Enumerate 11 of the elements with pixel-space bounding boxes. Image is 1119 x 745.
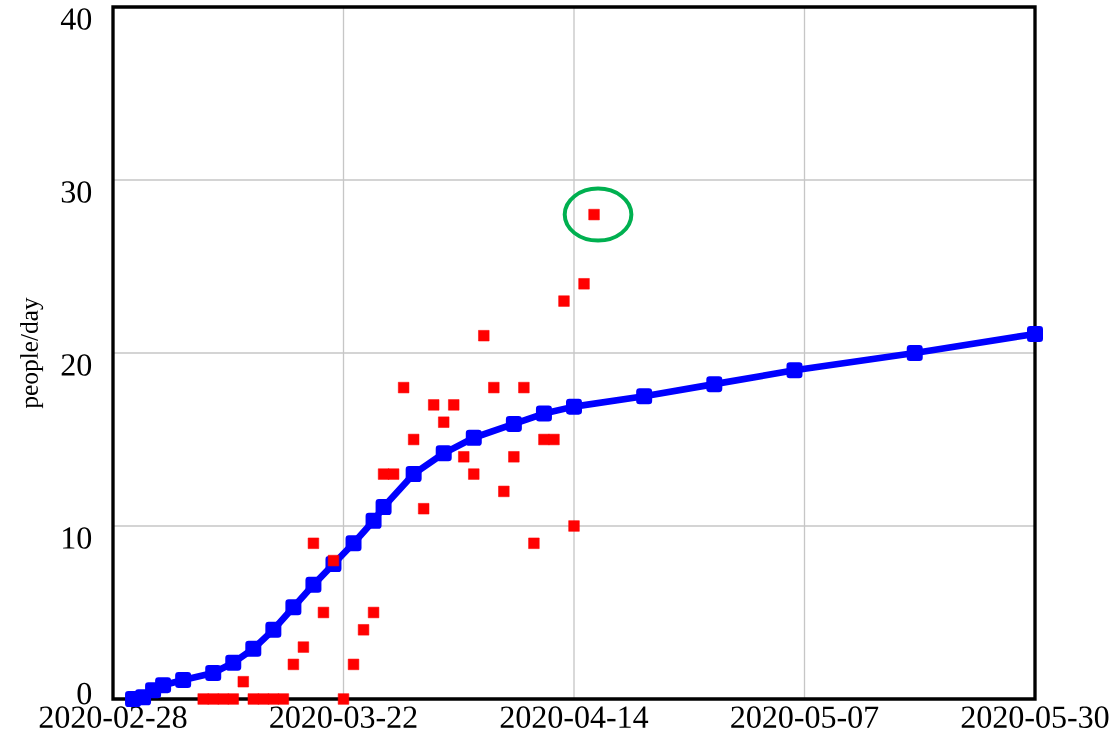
y-tick-label: 10 (63, 527, 92, 549)
y-axis-title: people/day (20, 297, 44, 409)
x-tick-label: 2020-05-30 (961, 706, 1109, 728)
y-tick-label: 30 (61, 181, 92, 203)
x-tick-label: 2020-05-07 (731, 706, 879, 728)
x-tick-label: 2020-02-28 (39, 706, 187, 728)
y-tick-label: 40 (60, 8, 92, 30)
x-tick-label: 2020-04-14 (500, 706, 649, 728)
x-tick-label: 2020-03-22 (270, 706, 417, 728)
y-tick-label: 0 (77, 682, 92, 705)
y-tick-label: 20 (61, 354, 92, 376)
